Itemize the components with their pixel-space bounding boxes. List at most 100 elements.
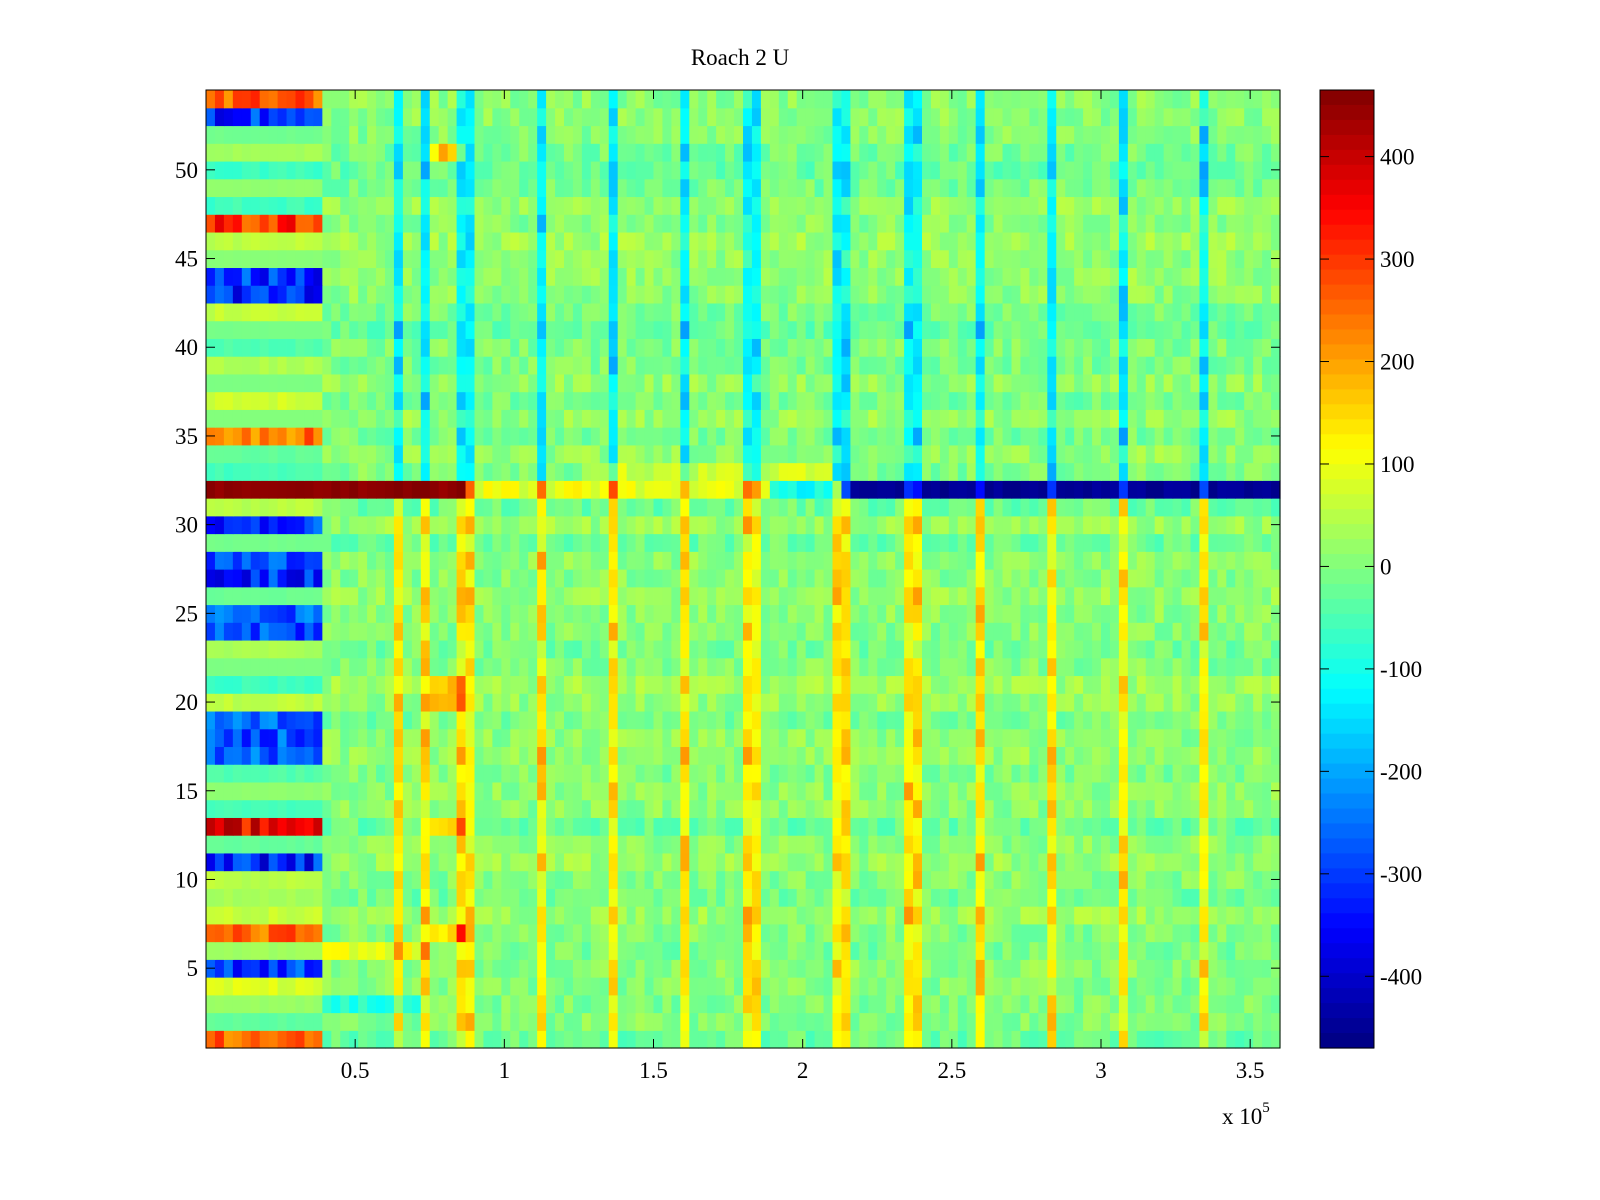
heatmap-cell — [546, 977, 556, 996]
heatmap-cell — [868, 781, 878, 801]
heatmap-cell — [1065, 710, 1075, 730]
heatmap-cell — [1199, 444, 1209, 464]
heatmap-cell — [411, 444, 422, 464]
heatmap-cell — [1199, 515, 1209, 535]
heatmap-cell — [429, 710, 440, 730]
heatmap-cell — [510, 569, 520, 588]
heatmap-cell — [1136, 320, 1147, 339]
heatmap-cell — [1253, 1012, 1263, 1031]
heatmap-cell — [393, 1012, 404, 1031]
heatmap-cell — [510, 728, 520, 748]
heatmap-cell — [760, 870, 771, 889]
heatmap-cell — [1262, 320, 1272, 339]
heatmap-cell — [841, 906, 851, 925]
heatmap-cell — [662, 870, 672, 889]
heatmap-cell — [957, 746, 968, 765]
heatmap-cell — [1145, 799, 1156, 818]
heatmap-cell — [957, 639, 968, 659]
heatmap-cell — [671, 604, 681, 623]
heatmap-cell — [519, 710, 529, 730]
heatmap-cell — [823, 781, 834, 801]
heatmap-cell — [662, 427, 672, 446]
heatmap-cell — [1235, 781, 1245, 801]
heatmap-cell — [528, 320, 538, 339]
heatmap-cell — [385, 781, 395, 801]
heatmap-cell — [1235, 338, 1245, 357]
heatmap-cell — [590, 639, 601, 659]
heatmap-cell — [778, 764, 789, 783]
heatmap-cell — [1262, 1012, 1272, 1031]
heatmap-cell — [868, 356, 878, 375]
heatmap-cell — [295, 302, 306, 322]
heatmap-cell — [1065, 427, 1075, 446]
heatmap-cell — [599, 622, 610, 641]
heatmap-cell — [859, 427, 869, 446]
heatmap-cell — [519, 639, 529, 659]
heatmap-cell — [546, 923, 556, 943]
heatmap-cell — [734, 764, 744, 783]
heatmap-cell — [1065, 959, 1075, 978]
heatmap-cell — [456, 569, 467, 588]
heatmap-cell — [367, 586, 377, 606]
heatmap-cell — [850, 994, 860, 1014]
heatmap-cell — [760, 764, 771, 783]
heatmap-cell — [510, 817, 520, 836]
heatmap-cell — [214, 994, 225, 1014]
heatmap-cell — [975, 515, 986, 535]
heatmap-cell — [832, 1012, 843, 1031]
heatmap-cell — [886, 799, 896, 818]
heatmap-cell — [823, 1030, 834, 1049]
heatmap-cell — [340, 444, 350, 464]
heatmap-cell — [1002, 338, 1013, 357]
heatmap-cell — [313, 941, 323, 960]
heatmap-cell — [877, 515, 887, 535]
heatmap-cell — [626, 852, 637, 872]
heatmap-cell — [1092, 693, 1102, 712]
heatmap-cell — [286, 373, 297, 393]
heatmap-cell — [904, 391, 914, 410]
heatmap-cell — [1118, 391, 1129, 410]
heatmap-cell — [528, 710, 538, 730]
heatmap-cell — [206, 799, 216, 818]
heatmap-cell — [1092, 941, 1102, 960]
heatmap-cell — [519, 728, 529, 748]
heatmap-cell — [1127, 320, 1138, 339]
heatmap-cell — [367, 870, 377, 889]
heatmap-cell — [1181, 1030, 1192, 1049]
heatmap-cell — [411, 427, 422, 446]
heatmap-cell — [1118, 462, 1129, 481]
heatmap-cell — [250, 622, 261, 641]
heatmap-cell — [385, 498, 395, 517]
heatmap-cell — [402, 888, 413, 907]
heatmap-cell — [590, 994, 601, 1014]
heatmap-cell — [1092, 817, 1102, 836]
heatmap-cell — [483, 977, 493, 996]
heatmap-cell — [662, 515, 672, 535]
heatmap-cell — [930, 444, 941, 464]
heatmap-cell — [277, 1012, 288, 1031]
heatmap-cell — [850, 639, 860, 659]
heatmap-cell — [232, 764, 243, 783]
heatmap-cell — [1136, 941, 1147, 960]
heatmap-cell — [698, 373, 708, 393]
heatmap-cell — [1145, 923, 1156, 943]
heatmap-cell — [769, 498, 780, 517]
heatmap-cell — [877, 391, 887, 410]
heatmap-cell — [304, 604, 314, 623]
heatmap-cell — [707, 657, 717, 677]
heatmap-cell — [420, 764, 431, 783]
heatmap-cell — [555, 302, 565, 322]
heatmap-cell — [510, 959, 520, 978]
heatmap-cell — [725, 515, 735, 535]
heatmap-cell — [823, 373, 834, 393]
heatmap-cell — [1020, 781, 1030, 801]
heatmap-cell — [751, 639, 762, 659]
heatmap-cell — [438, 533, 449, 552]
heatmap-cell — [304, 551, 314, 570]
heatmap-cell — [1038, 391, 1048, 410]
heatmap-cell — [850, 781, 860, 801]
heatmap-cell — [1136, 781, 1147, 801]
heatmap-cell — [635, 427, 646, 446]
heatmap-cell — [438, 746, 449, 765]
heatmap-cell — [832, 604, 843, 623]
